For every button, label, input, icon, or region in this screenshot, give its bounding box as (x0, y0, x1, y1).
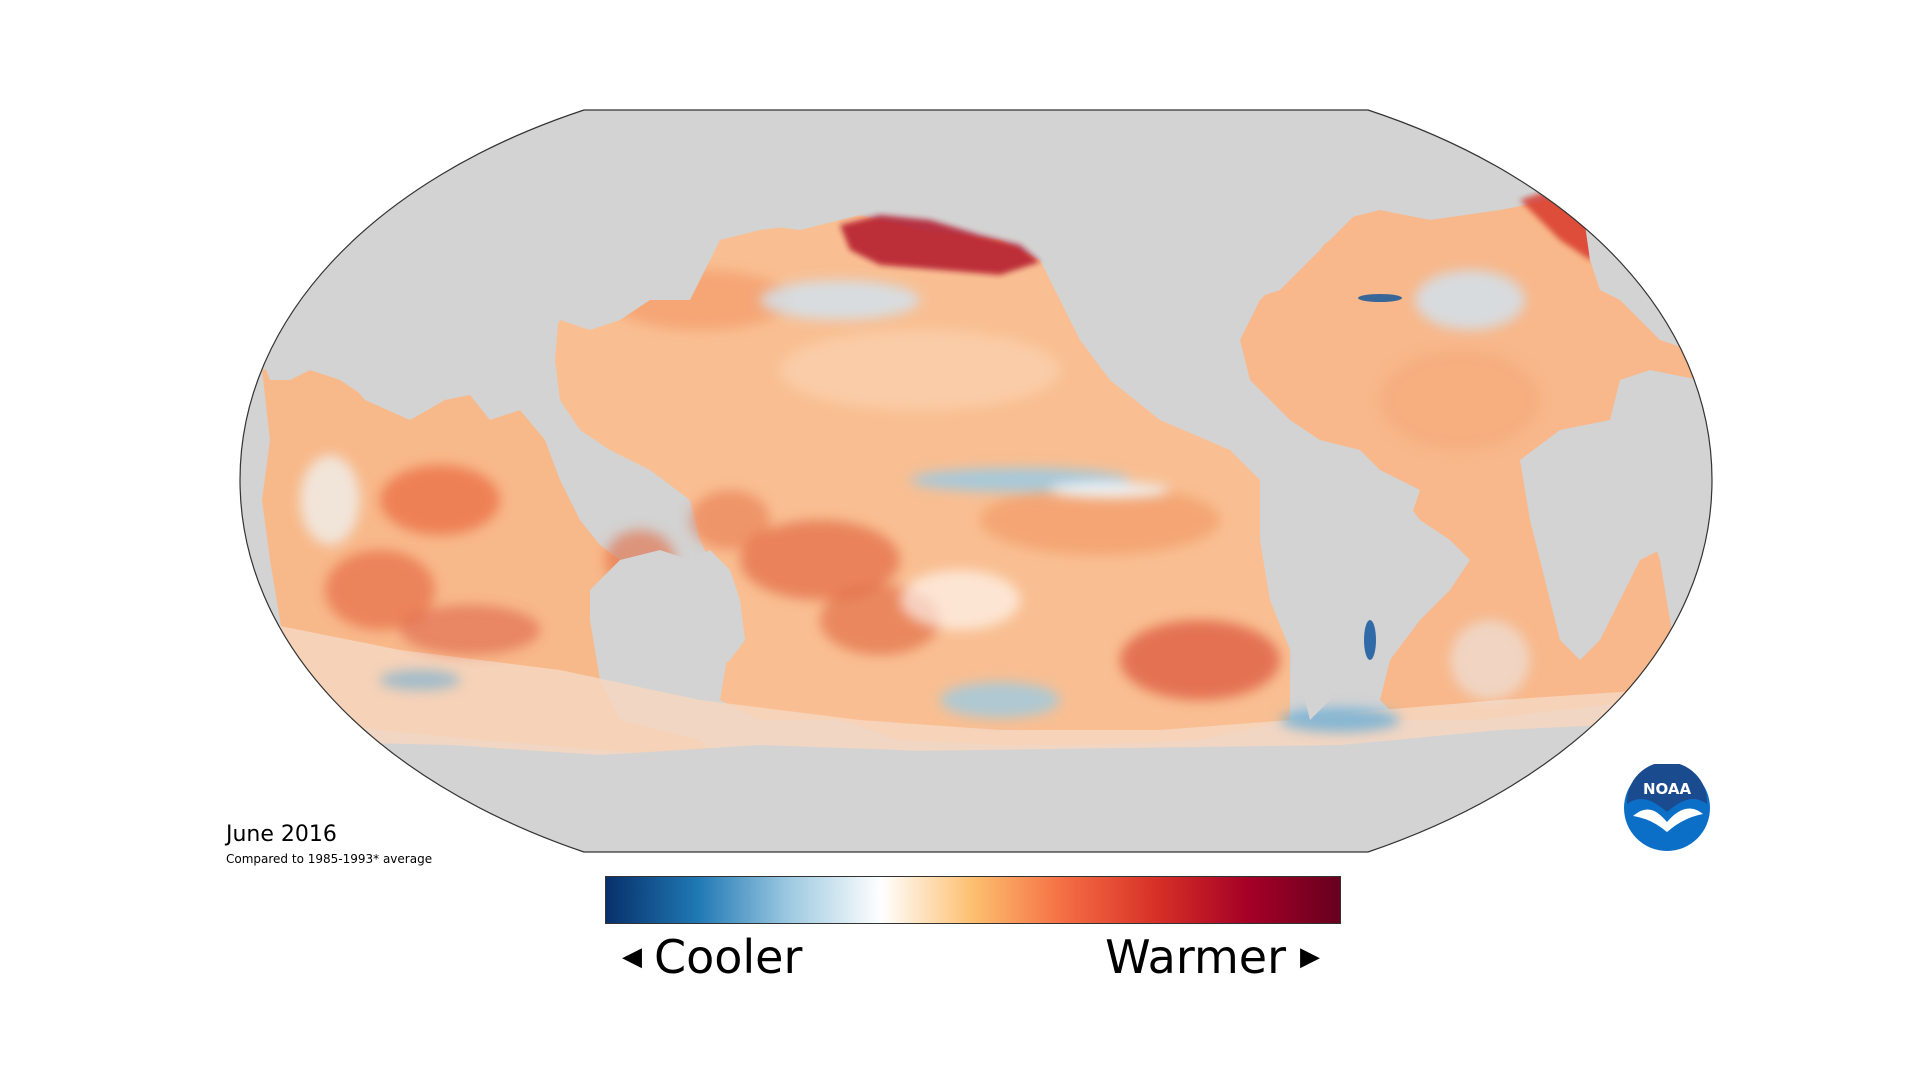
map-baseline-subtitle: Compared to 1985-1993* average (226, 852, 433, 866)
globe-outline (239, 109, 1713, 853)
triangle-left-icon: ◀ (622, 942, 642, 972)
warmer-text: Warmer (1105, 930, 1286, 984)
triangle-right-icon: ▶ (1300, 942, 1320, 972)
warmer-legend-label: Warmer ▶ (1105, 930, 1320, 984)
australia-land (590, 550, 745, 680)
cooler-text: Cooler (654, 930, 803, 984)
antarctica-land (240, 720, 1712, 852)
temperature-anomaly-colorbar (605, 876, 1341, 924)
africa-land (1520, 440, 1712, 660)
cooler-legend-label: ◀ Cooler (622, 930, 802, 984)
map-date-title: June 2016 (226, 822, 337, 847)
bering-sea-anomaly (840, 215, 1040, 275)
noaa-logo-text: NOAA (1643, 780, 1692, 798)
north-america-land (1060, 110, 1400, 410)
noaa-logo: NOAA (1624, 764, 1710, 851)
south-america-land (1262, 450, 1420, 720)
